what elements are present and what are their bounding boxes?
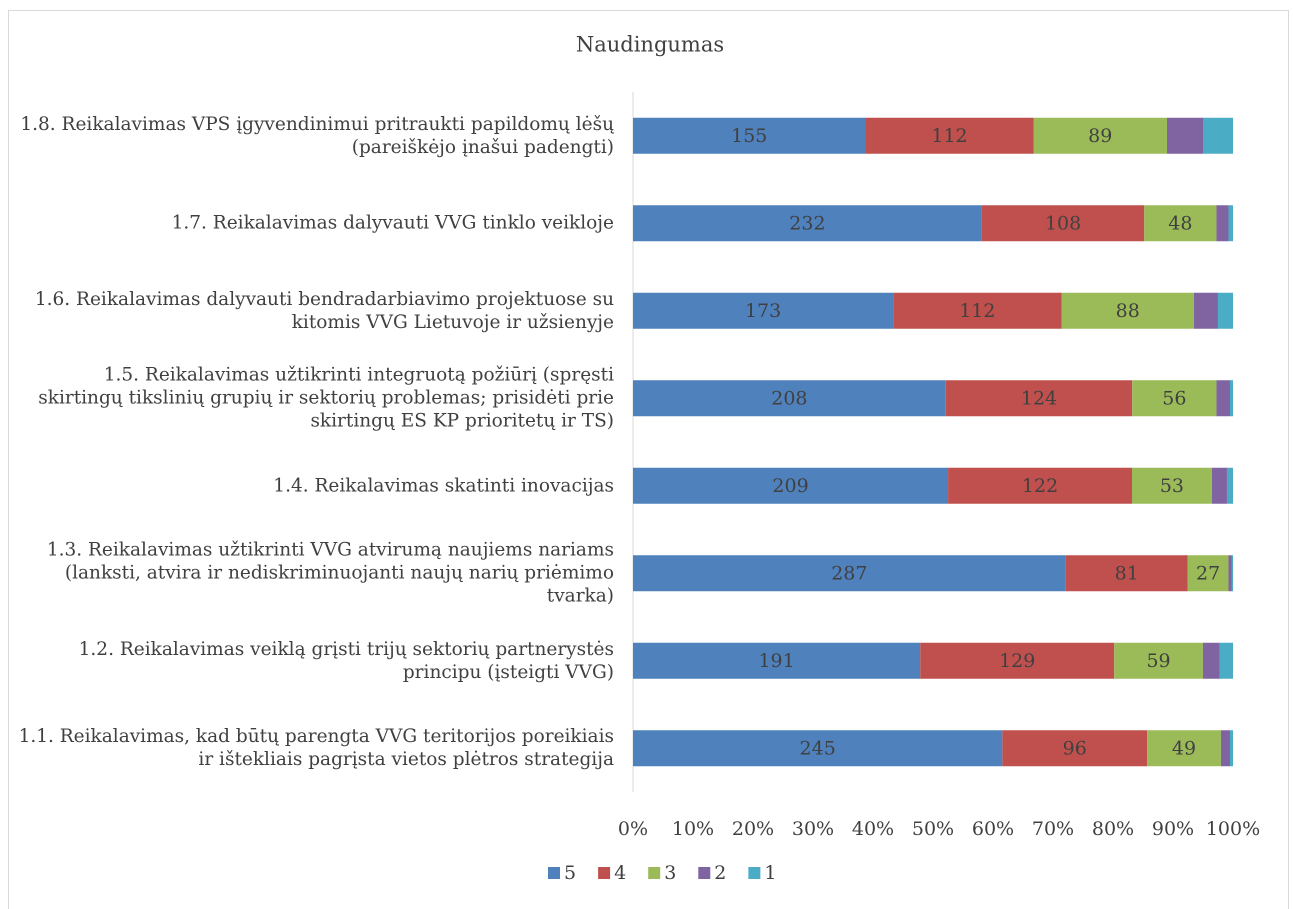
y-tick-label: 1.7. Reikalavimas dalyvauti VVG tinklo v…	[171, 212, 614, 234]
data-label: 124	[1021, 387, 1057, 409]
x-tick-label: 20%	[732, 818, 774, 840]
data-label: 49	[1172, 737, 1196, 759]
data-label: 56	[1162, 387, 1186, 409]
bar-segment	[1131, 467, 1212, 504]
bar-segment	[1228, 555, 1232, 592]
x-tick-label: 80%	[1092, 818, 1134, 840]
bar-segment	[633, 642, 921, 679]
legend-label: 5	[564, 862, 576, 884]
data-label: 245	[800, 737, 836, 759]
bar-segment	[1226, 467, 1233, 504]
bar-segment	[1219, 642, 1233, 679]
data-label: 112	[959, 300, 995, 322]
bar-segment	[945, 380, 1133, 417]
bar-segment	[1193, 292, 1218, 329]
data-label: 88	[1116, 300, 1140, 322]
x-tick-label: 40%	[852, 818, 894, 840]
bar-segment	[633, 555, 1066, 592]
x-tick-label: 100%	[1206, 818, 1260, 840]
data-label: 48	[1168, 212, 1192, 234]
data-label: 287	[831, 562, 867, 584]
bar-segment	[1167, 117, 1203, 154]
data-label: 81	[1115, 562, 1139, 584]
x-tick-label: 30%	[792, 818, 834, 840]
data-label: 155	[731, 125, 767, 147]
bar-segment	[1211, 467, 1227, 504]
bar-segment	[633, 205, 982, 242]
bar-segment	[633, 292, 894, 329]
y-tick-label: 1.3. Reikalavimas užtikrinti VVG atvirum…	[46, 539, 614, 607]
x-tick-label: 90%	[1152, 818, 1194, 840]
bar-segment	[920, 642, 1115, 679]
bar-segment	[1187, 555, 1229, 592]
bar-segment	[1229, 380, 1233, 417]
bar-segment	[1216, 205, 1229, 242]
bar-segment	[1217, 292, 1233, 329]
data-label: 173	[745, 300, 781, 322]
bar-segment	[1228, 205, 1233, 242]
data-label: 129	[999, 650, 1035, 672]
bar-segment	[893, 292, 1062, 329]
bar-segment	[1220, 730, 1230, 767]
data-label: 191	[758, 650, 794, 672]
data-label: 122	[1022, 475, 1058, 497]
legend-swatch	[748, 867, 761, 879]
y-tick-label: 1.5. Reikalavimas užtikrinti integruotą …	[38, 364, 614, 432]
bar-segment	[1033, 117, 1167, 154]
bar-segment	[633, 380, 946, 417]
y-tick-label: 1.2. Reikalavimas veiklą grįsti trijų se…	[78, 638, 614, 683]
x-tick-label: 70%	[1032, 818, 1074, 840]
bar-segment	[1231, 555, 1233, 592]
bar-segment	[948, 467, 1132, 504]
legend-label: 4	[614, 862, 626, 884]
legend-swatch	[598, 867, 611, 879]
legend-swatch	[698, 867, 711, 879]
data-label: 59	[1146, 650, 1170, 672]
data-label: 209	[772, 475, 808, 497]
legend-label: 3	[664, 862, 676, 884]
bar-segment	[1229, 730, 1233, 767]
chart-title: Naudingumas	[576, 33, 724, 57]
y-tick-label: 1.4. Reikalavimas skatinti inovacijas	[273, 475, 614, 497]
data-label: 108	[1045, 212, 1081, 234]
bar-segment	[1144, 205, 1217, 242]
bar-segment	[1147, 730, 1221, 767]
bar-segment	[1132, 380, 1217, 417]
data-label: 208	[771, 387, 807, 409]
bar-segment	[1203, 117, 1233, 154]
bar-segment	[1002, 730, 1148, 767]
data-label: 96	[1063, 737, 1087, 759]
x-tick-label: 60%	[972, 818, 1014, 840]
bar-segment	[1216, 380, 1230, 417]
legend-swatch	[548, 867, 560, 879]
bar-segment	[1065, 555, 1188, 592]
data-label: 27	[1196, 562, 1220, 584]
x-tick-label: 0%	[618, 818, 648, 840]
y-tick-label: 1.6. Reikalavimas dalyvauti bendradarbia…	[34, 288, 614, 333]
data-label: 53	[1160, 475, 1184, 497]
legend-swatch	[648, 867, 661, 879]
legend-label: 2	[714, 862, 726, 884]
bar-segment	[1114, 642, 1203, 679]
x-tick-label: 10%	[672, 818, 714, 840]
bar-segment	[981, 205, 1145, 242]
data-label: 89	[1088, 125, 1112, 147]
legend-label: 1	[764, 862, 776, 884]
x-tick-label: 50%	[912, 818, 954, 840]
y-tick-label: 1.1. Reikalavimas, kad būtų parengta VVG…	[18, 726, 614, 771]
bar-segment	[1202, 642, 1220, 679]
bar-segment	[633, 467, 949, 504]
data-label: 232	[789, 212, 825, 234]
bar-segment	[633, 730, 1003, 767]
bar-segment	[1061, 292, 1194, 329]
data-label: 112	[931, 125, 967, 147]
bar-segment	[633, 117, 866, 154]
bar-segment	[865, 117, 1034, 154]
y-tick-label: 1.8. Reikalavimas VPS įgyvendinimui prit…	[20, 113, 614, 158]
